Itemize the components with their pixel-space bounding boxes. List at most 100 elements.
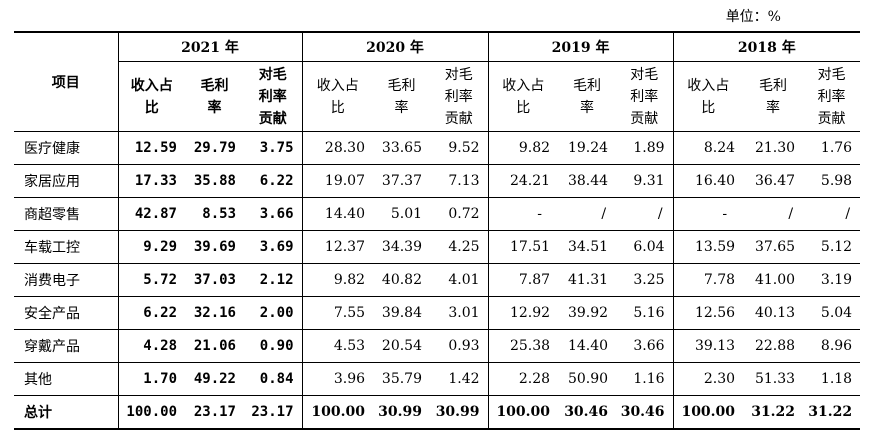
table-cell: 3.19	[803, 263, 861, 297]
table-cell: 33.65	[373, 131, 431, 165]
table-cell: 32.16	[185, 296, 244, 330]
table-cell: 34.39	[373, 230, 431, 264]
header-line: 收入占	[502, 77, 545, 94]
table-row: 其他 1.70 49.22 0.84 3.96 35.79 1.42 2.28 50.90 1.1…	[14, 362, 861, 396]
table-cell: 39.92	[558, 296, 617, 330]
table-cell: 30.99	[373, 395, 431, 430]
table-cell: 9.52	[430, 131, 489, 165]
table-cell: 1.42	[430, 362, 489, 396]
revenue-share-header: 收入占比	[487, 61, 559, 132]
table-cell: 9.82	[487, 131, 559, 165]
margin-contribution-header: 对毛 利率 贡献	[244, 61, 303, 132]
header-line: 收入占	[130, 77, 173, 94]
table-row: 家居应用 17.33 35.88 6.22 19.07 37.37 7.13 24.21 38.…	[14, 164, 861, 198]
table-cell: 37.37	[373, 164, 431, 198]
header-line: 率	[394, 99, 409, 116]
table-cell: 0.90	[244, 329, 303, 363]
table-cell: 37.03	[185, 263, 244, 297]
header-line: 率	[207, 99, 222, 116]
row-label: 其他	[14, 362, 118, 396]
table-cell: 37.65	[743, 230, 804, 264]
table-cell: 19.24	[558, 131, 617, 165]
table-cell: 3.66	[616, 329, 674, 363]
unit-label: 单位：%	[725, 9, 781, 25]
table-cell: 28.30	[301, 131, 374, 165]
gross-margin-header: 毛利率	[743, 61, 804, 132]
table-cell: 24.21	[487, 164, 559, 198]
table-cell: /	[803, 197, 861, 231]
header-line: 毛利	[759, 77, 788, 94]
table-cell: 30.46	[616, 395, 674, 430]
table-row: 穿戴产品 4.28 21.06 0.90 4.53 20.54 0.93 25.38 14.40…	[14, 329, 861, 363]
table-cell: 6.04	[616, 230, 674, 264]
table-cell: 38.44	[558, 164, 617, 198]
header-line: 毛利	[200, 77, 229, 94]
table-cell: 2.00	[244, 296, 303, 330]
table-cell: 3.69	[244, 230, 303, 264]
revenue-share-header: 收入占比	[117, 61, 185, 132]
table-cell: 39.13	[672, 329, 744, 363]
header-line: 利率	[630, 88, 659, 105]
table-cell: 31.22	[803, 395, 861, 430]
header-line: 利率	[817, 88, 846, 105]
table-cell: 5.98	[803, 164, 861, 198]
table-cell: 31.22	[743, 395, 804, 430]
table-cell: 2.30	[672, 362, 744, 396]
table-cell: 40.82	[373, 263, 431, 297]
table-cell: 6.22	[117, 296, 185, 330]
table-cell: 34.51	[558, 230, 617, 264]
table-cell: 39.69	[185, 230, 244, 264]
table-cell: 49.22	[185, 362, 244, 396]
header-line: 比	[330, 99, 345, 116]
table-cell: 9.29	[117, 230, 185, 264]
table-cell: 35.88	[185, 164, 244, 198]
header-line: 收入占	[687, 77, 730, 94]
table-cell: 25.38	[487, 329, 559, 363]
header-line: 贡献	[444, 110, 473, 127]
table-cell: 9.82	[301, 263, 374, 297]
table-cell: 7.55	[301, 296, 374, 330]
table-cell: 21.06	[185, 329, 244, 363]
table-cell: 41.31	[558, 263, 617, 297]
row-label: 家居应用	[14, 164, 118, 198]
table-cell: 14.40	[558, 329, 617, 363]
table-cell: 20.54	[373, 329, 431, 363]
header-line: 利率	[258, 88, 287, 105]
table-cell: -	[672, 197, 744, 231]
table-cell: 50.90	[558, 362, 617, 396]
table-cell: 22.88	[743, 329, 804, 363]
table-cell: 8.96	[803, 329, 861, 363]
table-cell: /	[616, 197, 674, 231]
table-cell: 30.46	[558, 395, 617, 430]
table-cell: /	[558, 197, 617, 231]
table-cell: 16.40	[672, 164, 744, 198]
table-cell: 4.25	[430, 230, 489, 264]
header-line: 贡献	[817, 110, 846, 127]
header-line: 比	[144, 99, 159, 116]
table-cell: 41.00	[743, 263, 804, 297]
margin-contribution-header: 对毛 利率 贡献	[803, 61, 861, 132]
table-cell: 4.53	[301, 329, 374, 363]
table-cell: 3.25	[616, 263, 674, 297]
table-row: 消费电子 5.72 37.03 2.12 9.82 40.82 4.01 7.87 41.31 3…	[14, 263, 861, 297]
table-cell: 5.01	[373, 197, 431, 231]
table-cell: 7.87	[487, 263, 559, 297]
table-row: 医疗健康 12.59 29.79 3.75 28.30 33.65 9.52 9.82 19.2…	[14, 131, 861, 165]
table-cell: 0.72	[430, 197, 489, 231]
table-row: 安全产品 6.22 32.16 2.00 7.55 39.84 3.01 12.92 39.92…	[14, 296, 861, 330]
row-label: 商超零售	[14, 197, 118, 231]
table-cell: 3.96	[301, 362, 374, 396]
table-cell: 1.16	[616, 362, 674, 396]
table-cell: 4.28	[117, 329, 185, 363]
table-cell: 1.70	[117, 362, 185, 396]
header-line: 对毛	[258, 66, 287, 83]
table-cell: 6.22	[244, 164, 303, 198]
header-line: 对毛	[817, 66, 846, 83]
margin-contribution-header: 对毛 利率 贡献	[616, 61, 674, 132]
header-line: 率	[766, 99, 781, 116]
header-line: 毛利	[387, 77, 416, 94]
row-label: 安全产品	[14, 296, 118, 330]
table-cell: 7.78	[672, 263, 744, 297]
table-cell: 1.76	[803, 131, 861, 165]
table-cell: 100.00	[672, 395, 744, 430]
